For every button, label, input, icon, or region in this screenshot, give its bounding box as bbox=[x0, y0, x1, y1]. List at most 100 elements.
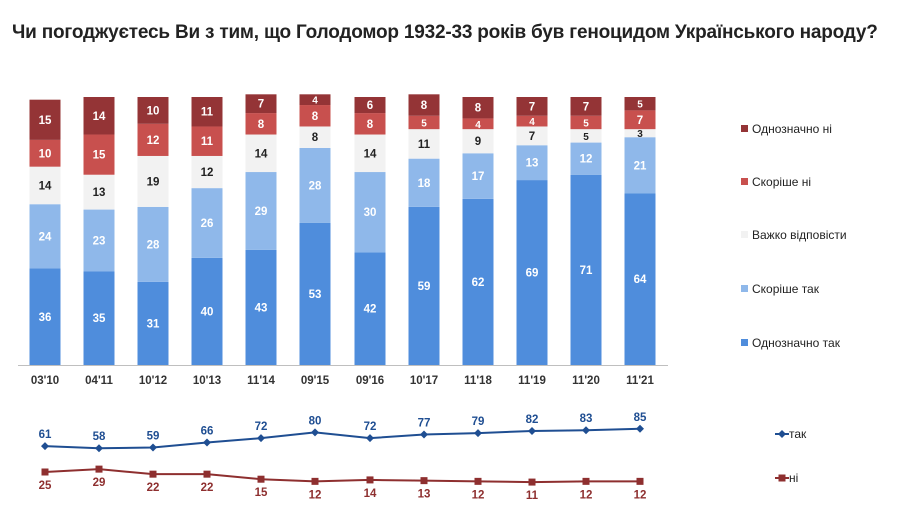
legend-label: Однозначно так bbox=[752, 336, 841, 350]
bar-value-label: 8 bbox=[367, 119, 374, 131]
data-label: 12 bbox=[472, 489, 485, 501]
x-tick-label: 11'21 bbox=[626, 375, 654, 387]
data-label: 77 bbox=[418, 418, 431, 430]
bar-segment bbox=[462, 97, 494, 119]
bar-value-label: 62 bbox=[472, 277, 485, 289]
bar-value-label: 43 bbox=[255, 302, 268, 314]
legend-swatch bbox=[741, 339, 748, 346]
bar-value-label: 6 bbox=[367, 100, 373, 112]
bar-segment bbox=[299, 94, 331, 106]
bar-segment bbox=[408, 94, 440, 116]
data-point-marker bbox=[95, 465, 103, 473]
data-point-marker bbox=[41, 468, 49, 476]
bar-value-label: 19 bbox=[147, 176, 160, 188]
bar-segment bbox=[570, 142, 602, 175]
data-label: 25 bbox=[39, 480, 52, 492]
bar-value-label: 71 bbox=[580, 265, 593, 277]
bar-value-label: 29 bbox=[255, 206, 268, 218]
bar-segment bbox=[624, 129, 656, 138]
bar-value-label: 8 bbox=[421, 100, 428, 112]
bar-segment bbox=[83, 209, 115, 272]
bar-segment bbox=[245, 134, 277, 173]
data-label: 29 bbox=[93, 477, 106, 489]
bar-value-label: 4 bbox=[529, 117, 535, 128]
legend-marker bbox=[778, 474, 786, 482]
bar-value-label: 23 bbox=[93, 235, 106, 247]
x-tick-label: 10'13 bbox=[193, 375, 221, 387]
bar-value-label: 9 bbox=[475, 136, 481, 148]
bar-segment bbox=[462, 198, 494, 365]
bar-segment bbox=[29, 268, 61, 365]
data-point-marker bbox=[203, 470, 211, 478]
legend-marker bbox=[778, 430, 786, 438]
chart-title: Чи погоджуєтесь Ви з тим, що Голодомор 1… bbox=[12, 22, 878, 43]
bar-value-label: 7 bbox=[529, 131, 535, 143]
bar-segment bbox=[299, 222, 331, 365]
data-point-marker bbox=[582, 477, 590, 485]
bar-segment bbox=[462, 153, 494, 199]
bar-segment bbox=[408, 158, 440, 207]
bar-segment bbox=[516, 126, 548, 146]
bar-segment bbox=[29, 204, 61, 269]
bar-value-label: 12 bbox=[580, 154, 593, 166]
bar-segment bbox=[29, 166, 61, 205]
data-point-marker bbox=[366, 434, 374, 443]
bar-value-label: 14 bbox=[39, 180, 52, 192]
legend-label: Скоріше ні bbox=[752, 175, 811, 189]
data-point-marker bbox=[257, 434, 265, 443]
legend-swatch bbox=[741, 285, 748, 292]
bar-segment bbox=[137, 123, 169, 156]
bar-segment bbox=[83, 97, 115, 135]
data-point-marker bbox=[636, 424, 644, 433]
bar-segment bbox=[624, 97, 656, 111]
bar-segment bbox=[83, 174, 115, 210]
x-tick-label: 09'15 bbox=[301, 375, 330, 387]
data-label: 79 bbox=[472, 416, 485, 428]
bar-value-label: 15 bbox=[93, 150, 106, 162]
data-point-marker bbox=[366, 476, 374, 484]
data-label: 72 bbox=[255, 421, 268, 433]
bar-value-label: 13 bbox=[526, 158, 539, 170]
bar-segment bbox=[516, 97, 548, 116]
x-tick-label: 10'12 bbox=[139, 375, 167, 387]
data-label: 22 bbox=[201, 482, 214, 494]
bar-segment bbox=[570, 115, 602, 130]
bar-segment bbox=[462, 118, 494, 130]
bar-segment bbox=[245, 94, 277, 114]
bar-segment bbox=[245, 249, 277, 365]
bar-value-label: 36 bbox=[39, 312, 52, 324]
bar-value-label: 5 bbox=[637, 100, 643, 111]
bar-segment bbox=[299, 147, 331, 223]
data-point-marker bbox=[474, 429, 482, 438]
bar-segment bbox=[137, 281, 169, 365]
legend-swatch bbox=[741, 231, 748, 238]
data-point-marker bbox=[203, 438, 211, 447]
bar-segment bbox=[570, 97, 602, 116]
legend-label: ні bbox=[789, 471, 798, 485]
bar-segment bbox=[516, 180, 548, 365]
bar-segment bbox=[191, 155, 223, 189]
data-label: 85 bbox=[634, 412, 647, 424]
bar-value-label: 21 bbox=[634, 160, 647, 172]
bar-segment bbox=[462, 129, 494, 154]
bar-segment bbox=[624, 110, 656, 130]
bar-value-label: 13 bbox=[93, 187, 106, 199]
data-point-marker bbox=[582, 426, 590, 435]
bar-segment bbox=[299, 105, 331, 127]
series-line bbox=[44, 468, 640, 484]
bar-segment bbox=[516, 145, 548, 181]
bar-value-label: 12 bbox=[147, 135, 160, 147]
bar-segment bbox=[191, 257, 223, 365]
data-point-marker bbox=[636, 477, 644, 485]
bar-value-label: 40 bbox=[201, 306, 214, 318]
x-tick-label: 03'10 bbox=[31, 375, 59, 387]
legend-label: Скоріше так bbox=[752, 282, 820, 296]
bar-segment bbox=[354, 252, 386, 365]
bar-segment bbox=[354, 134, 386, 173]
bar-segment bbox=[245, 113, 277, 135]
data-label: 22 bbox=[147, 482, 160, 494]
bar-segment bbox=[408, 115, 440, 130]
bar-value-label: 8 bbox=[475, 103, 482, 115]
bar-value-label: 15 bbox=[39, 115, 52, 127]
